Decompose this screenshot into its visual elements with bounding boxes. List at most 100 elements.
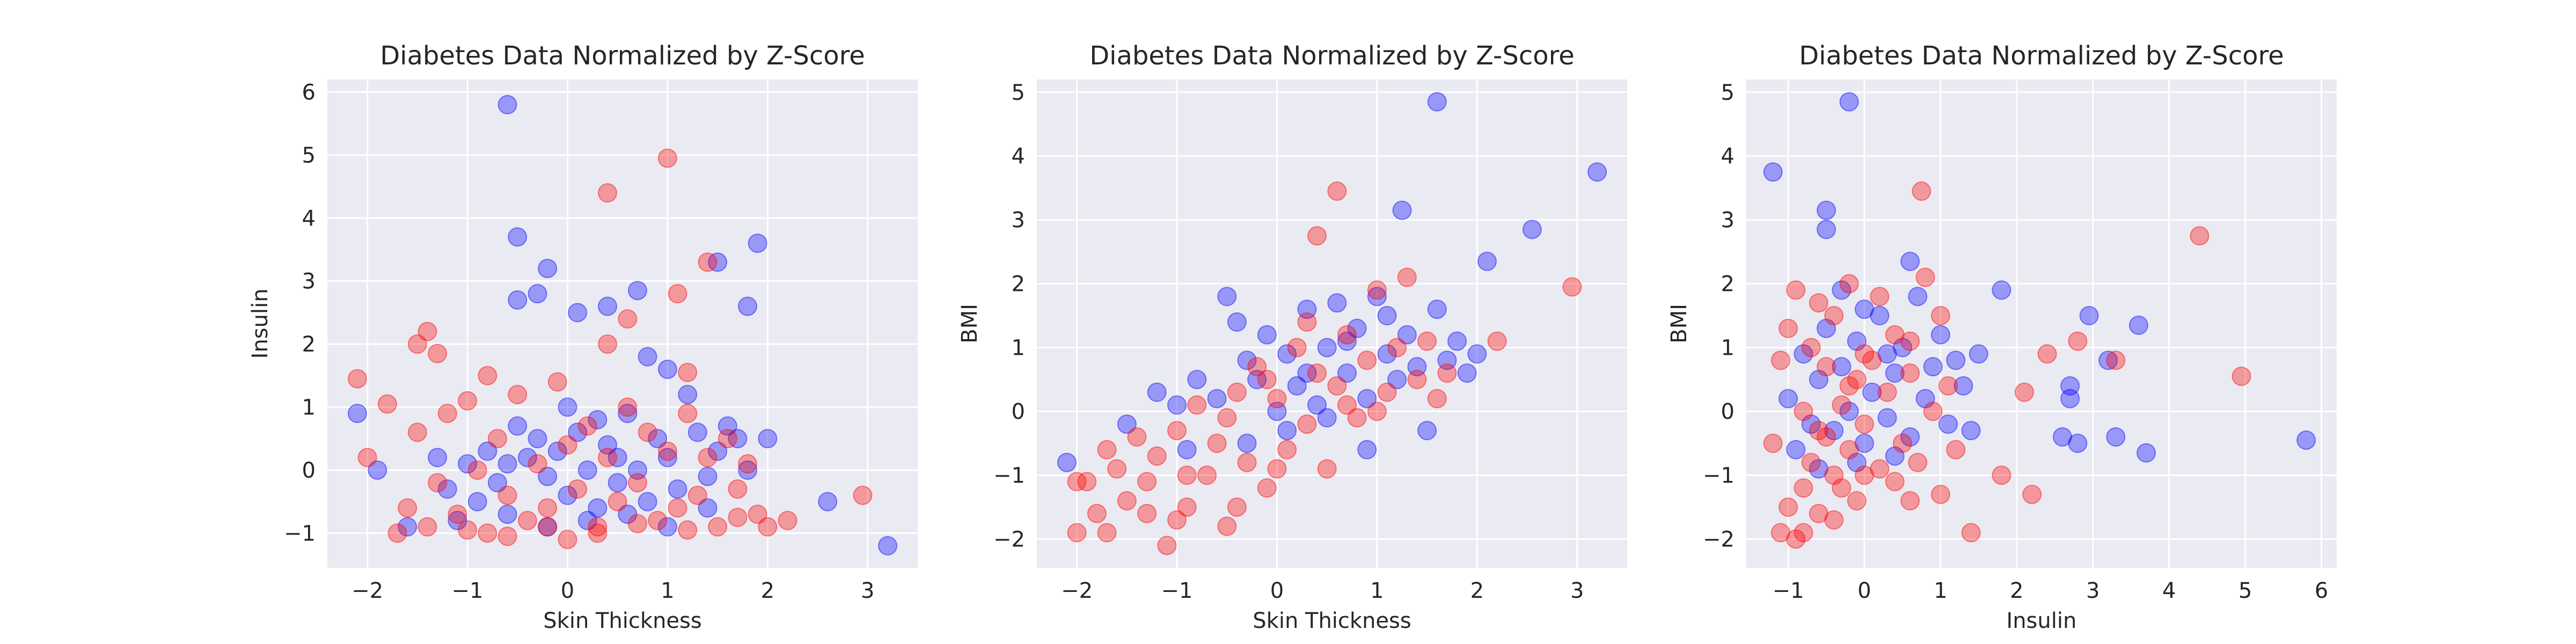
- scatter-point: [1892, 338, 1912, 357]
- scatter-point: [1809, 370, 1828, 390]
- scatter-point: [437, 404, 457, 423]
- scatter-point: [528, 454, 547, 474]
- scatter-point: [497, 526, 517, 546]
- scatter-point: [1855, 344, 1874, 364]
- scatter-point: [1824, 421, 1844, 441]
- y-tick-label: −1: [1703, 464, 1735, 488]
- scatter-point: [748, 233, 767, 253]
- scatter-point: [1087, 503, 1107, 523]
- scatter-point: [508, 385, 528, 405]
- scatter-point: [1227, 312, 1247, 332]
- scatter-point: [728, 429, 748, 449]
- scatter-point: [568, 422, 588, 442]
- scatter-point: [1832, 357, 1851, 377]
- scatter-point: [418, 321, 437, 341]
- x-axis-label: Skin Thickness: [543, 609, 701, 633]
- scatter-point: [1832, 395, 1851, 415]
- scatter-point: [1387, 370, 1407, 390]
- y-tick-label: −1: [993, 464, 1025, 488]
- scatter-point: [458, 520, 478, 540]
- scatter-point: [1127, 427, 1147, 447]
- scatter-point: [1839, 376, 1859, 396]
- scatter-point: [1237, 452, 1257, 472]
- scatter-point: [1217, 408, 1237, 428]
- scatter-point: [738, 460, 758, 480]
- scatter-point: [517, 448, 537, 467]
- scatter-point: [398, 498, 418, 518]
- scatter-point: [1877, 408, 1897, 428]
- scatter-point: [1177, 465, 1197, 485]
- scatter-point: [1923, 401, 1943, 421]
- scatter-point: [1257, 478, 1277, 498]
- y-tick-label: 3: [302, 269, 316, 294]
- scatter-point: [1870, 459, 1890, 479]
- scatter-point: [1862, 382, 1882, 402]
- scatter-point: [497, 504, 517, 524]
- scatter-point: [588, 517, 608, 537]
- plot-area: [1037, 79, 1627, 568]
- x-tick-label: 0: [561, 579, 574, 603]
- scatter-point: [708, 517, 728, 537]
- scatter-point: [698, 498, 718, 518]
- scatter-point: [1892, 434, 1912, 453]
- scatter-point: [818, 492, 838, 511]
- scatter-point: [1885, 446, 1905, 466]
- scatter-point: [1779, 318, 1798, 338]
- scatter-point: [1930, 306, 1950, 326]
- scatter-point: [1187, 395, 1207, 415]
- x-tick-label: 6: [2315, 579, 2328, 603]
- scatter-point: [1397, 267, 1417, 287]
- scatter-point: [1327, 376, 1347, 396]
- scatter-point: [748, 504, 767, 524]
- scatter-point: [1946, 440, 1966, 459]
- scatter-point: [618, 504, 638, 524]
- chart-panel-2: −2 −1 0 1 2 3 −2 −1 0 1 2 3 4 5 Diabetes Data Normaliz…: [957, 41, 1627, 633]
- scatter-point: [1794, 401, 1813, 421]
- scatter-point: [1877, 382, 1897, 402]
- scatter-point: [487, 473, 507, 493]
- scatter-point: [1801, 338, 1821, 357]
- x-tick-label: −2: [1061, 579, 1093, 603]
- scatter-point: [1427, 389, 1447, 408]
- scatter-point: [1938, 414, 1958, 434]
- scatter-point: [1167, 510, 1187, 530]
- scatter-point: [698, 466, 718, 486]
- scatter-point: [428, 343, 448, 363]
- scatter-point: [1247, 370, 1267, 390]
- scatter-point: [1862, 350, 1882, 370]
- x-tick-label: 2: [1470, 579, 1484, 603]
- y-tick-label: 2: [302, 332, 316, 357]
- x-tick-label: 3: [1570, 579, 1584, 603]
- scatter-point: [1237, 434, 1257, 453]
- scatter-point: [1277, 440, 1297, 459]
- scatter-point: [1297, 299, 1317, 319]
- scatter-point: [538, 498, 558, 518]
- scatter-point: [2060, 376, 2080, 396]
- scatter-point: [1287, 338, 1307, 357]
- scatter-point: [1847, 331, 1867, 351]
- scatter-point: [1447, 331, 1467, 351]
- scatter-point: [347, 404, 367, 423]
- y-tick-label: 1: [1012, 336, 1025, 361]
- scatter-point: [1327, 293, 1347, 313]
- scatter-point: [1217, 287, 1237, 306]
- scatter-point: [1839, 92, 1859, 112]
- scatter-point: [1855, 434, 1874, 453]
- scatter-point: [1337, 395, 1357, 415]
- scatter-point: [687, 485, 707, 505]
- y-tick-label: 3: [1721, 208, 1735, 233]
- y-tick-label: 5: [1012, 80, 1025, 105]
- scatter-point: [1297, 312, 1317, 332]
- scatter-point: [618, 397, 638, 417]
- scatter-point: [708, 441, 728, 461]
- scatter-point: [1961, 421, 1981, 441]
- scatter-point: [497, 454, 517, 474]
- scatter-point: [1938, 376, 1958, 396]
- scatter-point: [1367, 280, 1387, 300]
- scatter-point: [1824, 306, 1844, 326]
- scatter-point: [1968, 344, 1988, 364]
- scatter-point: [538, 517, 558, 537]
- scatter-point: [1317, 459, 1337, 479]
- scatter-point: [538, 517, 558, 537]
- scatter-point: [2128, 315, 2148, 335]
